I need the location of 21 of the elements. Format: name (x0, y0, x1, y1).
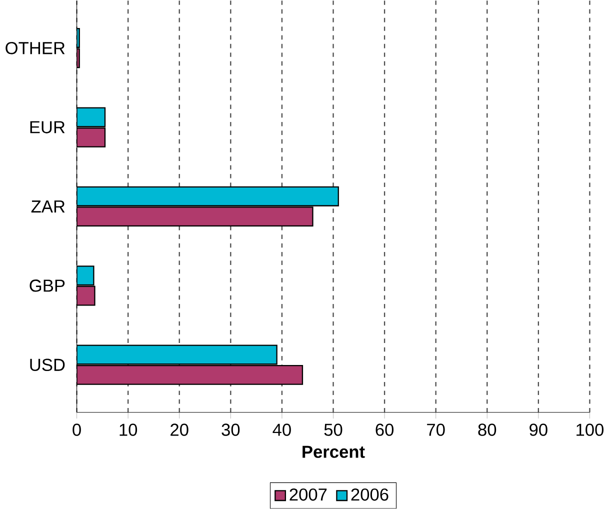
x-tick-label: 0 (72, 424, 81, 436)
y-tick-label: OTHER (6, 42, 65, 54)
x-tick-label: 90 (530, 424, 548, 436)
legend-label: 2007 (290, 488, 327, 501)
legend-label: 2006 (351, 488, 388, 501)
x-tick-label: 70 (427, 424, 445, 436)
y-tick-label: USD (30, 358, 65, 372)
x-tick-label: 10 (120, 424, 138, 436)
x-tick-label: 30 (222, 424, 240, 436)
x-axis-title: Percent (302, 446, 365, 458)
bar (76, 206, 314, 227)
x-tick-label: 40 (272, 424, 291, 436)
x-tick-label: 50 (324, 424, 342, 436)
x-tick-label: 100 (576, 424, 604, 436)
y-tick-label: EUR (30, 121, 65, 134)
x-tick-label: 20 (170, 424, 188, 436)
x-tick-label: 80 (478, 424, 496, 436)
y-tick-label: GBP (30, 280, 65, 292)
bar (76, 365, 304, 386)
y-tick-label: ZAR (31, 200, 65, 213)
x-tick-label: 60 (376, 424, 394, 436)
